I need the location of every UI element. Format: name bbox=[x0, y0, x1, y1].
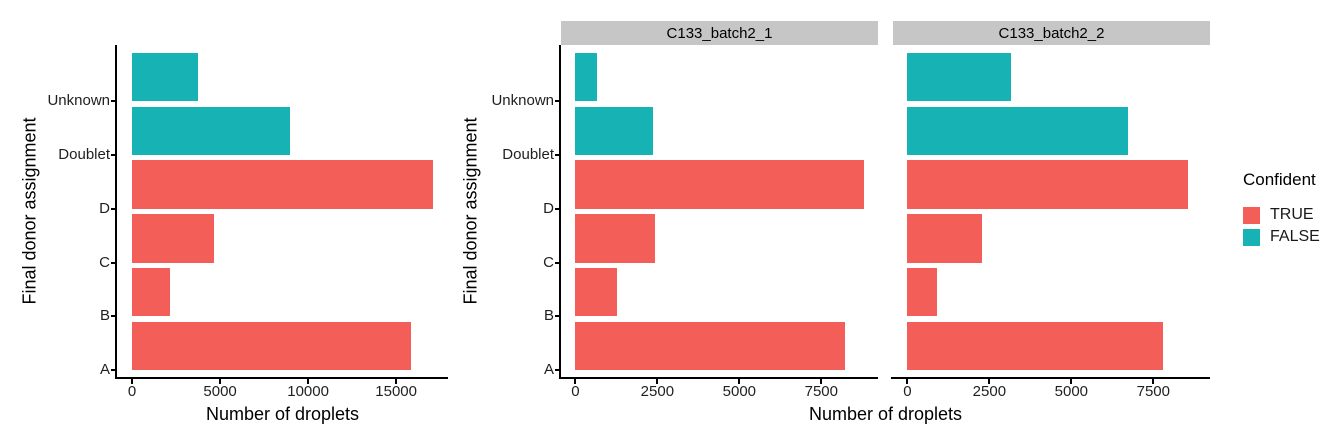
x-tick-label: 5000 bbox=[1054, 383, 1089, 400]
x-tick-mark bbox=[1152, 379, 1155, 384]
x-tick-mark bbox=[395, 379, 398, 384]
bar-c bbox=[575, 214, 656, 263]
bar-d bbox=[132, 160, 433, 209]
facet-strip-2: C133_batch2_2 bbox=[893, 21, 1210, 45]
bar-c bbox=[907, 214, 983, 263]
y-tick-mark bbox=[555, 207, 560, 210]
y-tick-mark bbox=[555, 315, 560, 318]
x-tick-label: 0 bbox=[571, 383, 580, 400]
x-tick-label: 10000 bbox=[287, 383, 329, 400]
x-tick-mark bbox=[988, 379, 991, 384]
legend-title: Confident bbox=[1243, 170, 1316, 189]
left-x-axis-title: Number of droplets bbox=[205, 404, 360, 424]
x-tick-label: 15000 bbox=[375, 383, 417, 400]
y-tick-mark bbox=[111, 100, 116, 103]
bar-doublet bbox=[132, 106, 290, 156]
y-category-label: Doublet bbox=[58, 146, 110, 164]
x-axis-line bbox=[559, 377, 878, 379]
x-tick-mark bbox=[820, 379, 823, 384]
x-tick-label: 0 bbox=[127, 383, 137, 400]
facet-strip-1-label: C133_batch2_1 bbox=[666, 24, 773, 42]
x-tick-mark bbox=[738, 379, 741, 384]
legend: Confident TRUE FALSE bbox=[1243, 170, 1320, 250]
y-tick-mark bbox=[111, 261, 116, 264]
legend-label-false: FALSE bbox=[1270, 228, 1320, 245]
y-tick-mark bbox=[111, 315, 116, 318]
legend-entry-false: FALSE bbox=[1243, 228, 1320, 246]
legend-entry-true: TRUE bbox=[1243, 206, 1320, 224]
y-category-label: B bbox=[99, 307, 110, 325]
x-tick-mark bbox=[906, 379, 909, 384]
facet-strip-2-label: C133_batch2_2 bbox=[998, 24, 1105, 42]
x-axis-line bbox=[891, 377, 1210, 379]
x-tick-mark bbox=[1070, 379, 1073, 384]
bar-d bbox=[907, 160, 1189, 209]
y-category-label: B bbox=[543, 307, 554, 325]
facet-strip-1: C133_batch2_1 bbox=[561, 21, 878, 45]
y-category-label: C bbox=[543, 253, 554, 271]
bar-d bbox=[575, 160, 864, 209]
y-axis-line bbox=[115, 45, 117, 379]
y-category-label: A bbox=[99, 360, 110, 378]
bar-doublet bbox=[575, 106, 654, 156]
x-tick-mark bbox=[131, 379, 134, 384]
y-tick-mark bbox=[111, 154, 116, 157]
bar-b bbox=[132, 267, 170, 317]
facet-x-axis-title: Number of droplets bbox=[808, 404, 963, 424]
x-tick-label: 2500 bbox=[972, 383, 1007, 400]
bar-b bbox=[907, 267, 937, 317]
y-category-label: D bbox=[99, 199, 110, 217]
y-tick-mark bbox=[555, 368, 560, 371]
x-tick-label: 7500 bbox=[1136, 383, 1170, 400]
y-category-label: Unknown bbox=[47, 92, 110, 110]
y-tick-mark bbox=[111, 207, 116, 210]
x-tick-label: 5000 bbox=[722, 383, 757, 400]
bar-a bbox=[575, 321, 846, 370]
y-axis-line bbox=[559, 45, 561, 379]
legend-label-true: TRUE bbox=[1270, 206, 1314, 223]
legend-swatch-true bbox=[1243, 206, 1260, 224]
x-tick-mark bbox=[656, 379, 659, 384]
legend-swatch-false bbox=[1243, 228, 1260, 246]
y-category-label: C bbox=[99, 253, 110, 271]
x-tick-mark bbox=[574, 379, 577, 384]
bar-doublet bbox=[907, 106, 1129, 156]
bar-unknown bbox=[575, 53, 597, 102]
y-tick-mark bbox=[111, 368, 116, 371]
x-tick-mark bbox=[219, 379, 222, 384]
x-tick-label: 2500 bbox=[640, 383, 675, 400]
y-category-label: Unknown bbox=[491, 92, 554, 110]
x-tick-mark bbox=[307, 379, 310, 384]
y-tick-mark bbox=[555, 261, 560, 264]
y-category-label: D bbox=[543, 199, 554, 217]
x-tick-label: 0 bbox=[903, 383, 912, 400]
bar-a bbox=[132, 321, 412, 370]
bar-b bbox=[575, 267, 618, 317]
y-category-label: A bbox=[543, 360, 554, 378]
y-tick-mark bbox=[555, 154, 560, 157]
x-tick-label: 7500 bbox=[804, 383, 838, 400]
y-category-label: Doublet bbox=[502, 146, 554, 164]
bar-unknown bbox=[132, 53, 199, 102]
x-tick-label: 5000 bbox=[203, 383, 237, 400]
bar-a bbox=[907, 321, 1164, 370]
bar-c bbox=[132, 214, 215, 263]
y-tick-mark bbox=[555, 100, 560, 103]
x-axis-line bbox=[115, 377, 448, 379]
bar-unknown bbox=[907, 53, 1011, 102]
